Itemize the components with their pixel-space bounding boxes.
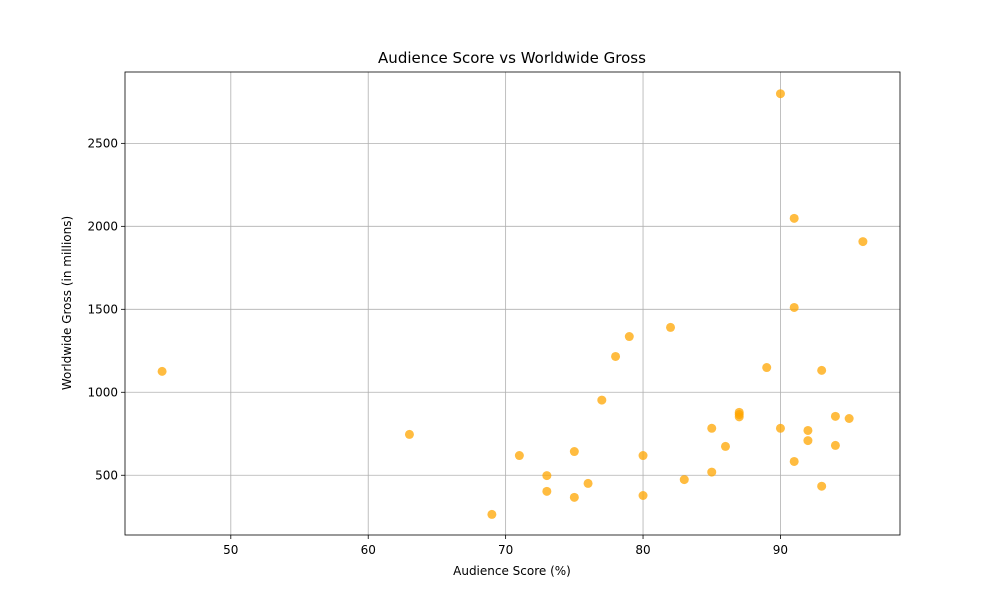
data-point <box>789 302 799 312</box>
data-point <box>597 395 607 405</box>
data-point <box>817 365 827 375</box>
data-point <box>542 471 552 481</box>
data-point <box>734 412 744 422</box>
data-point <box>830 411 840 421</box>
data-point <box>789 456 799 466</box>
data-point <box>638 451 648 461</box>
data-point <box>611 351 621 361</box>
x-tick-label: 50 <box>223 543 238 557</box>
data-point <box>803 436 813 446</box>
data-point <box>775 423 785 433</box>
data-point <box>858 237 868 247</box>
data-point <box>720 441 730 451</box>
axis-ticks: 50 60 70 80 90 500 1000 1500 2000 2500 <box>87 136 788 557</box>
data-point <box>707 467 717 477</box>
data-point <box>707 423 717 433</box>
y-tick-label: 1000 <box>87 385 118 399</box>
data-point <box>666 322 676 332</box>
data-point <box>157 366 167 376</box>
y-tick-label: 500 <box>95 468 118 482</box>
x-axis-label: Audience Score (%) <box>453 564 571 578</box>
data-point <box>624 332 634 342</box>
data-point <box>638 491 648 501</box>
data-point <box>762 363 772 373</box>
data-point <box>542 486 552 496</box>
data-point <box>679 475 689 485</box>
x-tick-label: 80 <box>635 543 650 557</box>
data-point <box>583 478 593 488</box>
data-point <box>830 440 840 450</box>
data-point <box>569 447 579 457</box>
data-point <box>817 481 827 491</box>
data-points <box>157 89 868 519</box>
data-point <box>844 414 854 424</box>
data-point <box>487 509 497 519</box>
grid <box>125 72 900 535</box>
data-point <box>404 429 414 439</box>
data-point <box>803 425 813 435</box>
y-tick-label: 1500 <box>87 302 118 316</box>
x-tick-label: 60 <box>361 543 376 557</box>
plot-frame <box>124 71 901 536</box>
y-tick-label: 2500 <box>87 136 118 150</box>
y-axis-label: Worldwide Gross (in millions) <box>60 216 74 390</box>
data-point <box>514 451 524 461</box>
x-tick-label: 90 <box>773 543 788 557</box>
data-point <box>775 89 785 99</box>
data-point <box>569 492 579 502</box>
data-point <box>789 213 799 223</box>
x-tick-label: 70 <box>498 543 513 557</box>
y-tick-label: 2000 <box>87 219 118 233</box>
chart-title: Audience Score vs Worldwide Gross <box>378 49 646 67</box>
